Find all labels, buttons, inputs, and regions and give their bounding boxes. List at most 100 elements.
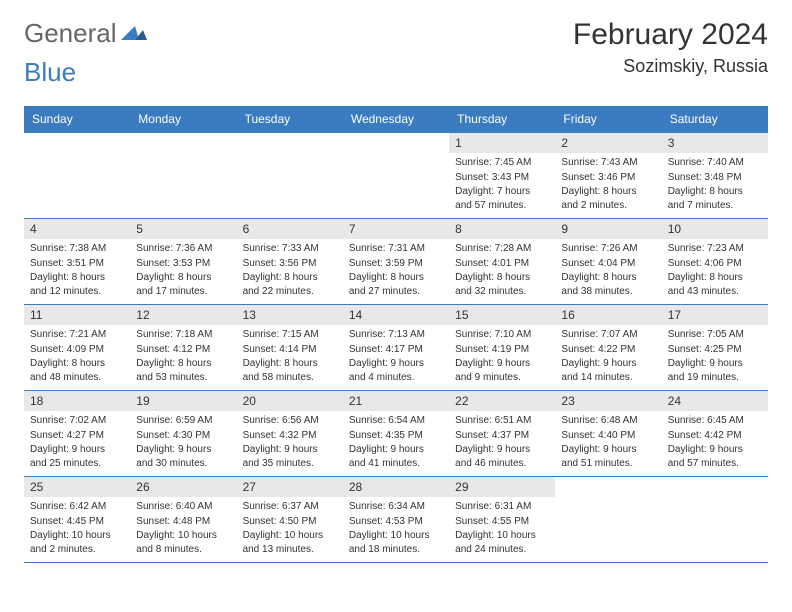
day-info: Sunrise: 6:51 AMSunset: 4:37 PMDaylight:…: [449, 411, 555, 476]
sunrise-line: Sunrise: 6:37 AM: [243, 500, 337, 514]
day-info: Sunrise: 7:02 AMSunset: 4:27 PMDaylight:…: [24, 411, 130, 476]
dow-cell: Monday: [130, 106, 236, 132]
day-cell: 25Sunrise: 6:42 AMSunset: 4:45 PMDayligh…: [24, 477, 130, 562]
sunrise-line: Sunrise: 7:36 AM: [136, 242, 230, 256]
day-number: 12: [130, 305, 236, 325]
day-number: 2: [555, 133, 661, 153]
sunrise-line: Sunrise: 7:26 AM: [561, 242, 655, 256]
day-info: Sunrise: 7:26 AMSunset: 4:04 PMDaylight:…: [555, 239, 661, 304]
daylight-line: Daylight: 10 hours and 8 minutes.: [136, 529, 230, 556]
sunrise-line: Sunrise: 6:51 AM: [455, 414, 549, 428]
sunrise-line: Sunrise: 7:07 AM: [561, 328, 655, 342]
daylight-line: Daylight: 8 hours and 22 minutes.: [243, 271, 337, 298]
day-info: Sunrise: 7:33 AMSunset: 3:56 PMDaylight:…: [237, 239, 343, 304]
day-number: 7: [343, 219, 449, 239]
day-info: Sunrise: 7:28 AMSunset: 4:01 PMDaylight:…: [449, 239, 555, 304]
day-number: 25: [24, 477, 130, 497]
sunrise-line: Sunrise: 7:33 AM: [243, 242, 337, 256]
empty-day: [24, 133, 130, 153]
day-number: 18: [24, 391, 130, 411]
daylight-line: Daylight: 9 hours and 25 minutes.: [30, 443, 124, 470]
day-cell: 27Sunrise: 6:37 AMSunset: 4:50 PMDayligh…: [237, 477, 343, 562]
sunset-line: Sunset: 3:53 PM: [136, 257, 230, 271]
sunset-line: Sunset: 4:42 PM: [668, 429, 762, 443]
sunset-line: Sunset: 4:35 PM: [349, 429, 443, 443]
sunset-line: Sunset: 4:19 PM: [455, 343, 549, 357]
daylight-line: Daylight: 8 hours and 7 minutes.: [668, 185, 762, 212]
day-number: 3: [662, 133, 768, 153]
daylight-line: Daylight: 9 hours and 4 minutes.: [349, 357, 443, 384]
day-info: Sunrise: 7:13 AMSunset: 4:17 PMDaylight:…: [343, 325, 449, 390]
logo-icon: [121, 18, 147, 49]
sunset-line: Sunset: 3:56 PM: [243, 257, 337, 271]
daylight-line: Daylight: 9 hours and 19 minutes.: [668, 357, 762, 384]
daylight-line: Daylight: 9 hours and 51 minutes.: [561, 443, 655, 470]
day-info: Sunrise: 7:43 AMSunset: 3:46 PMDaylight:…: [555, 153, 661, 218]
day-number: 4: [24, 219, 130, 239]
day-cell: 21Sunrise: 6:54 AMSunset: 4:35 PMDayligh…: [343, 391, 449, 476]
sunset-line: Sunset: 4:30 PM: [136, 429, 230, 443]
sunrise-line: Sunrise: 7:45 AM: [455, 156, 549, 170]
daylight-line: Daylight: 9 hours and 14 minutes.: [561, 357, 655, 384]
daylight-line: Daylight: 10 hours and 18 minutes.: [349, 529, 443, 556]
daylight-line: Daylight: 8 hours and 43 minutes.: [668, 271, 762, 298]
sunset-line: Sunset: 3:43 PM: [455, 171, 549, 185]
title-block: February 2024 Sozimskiy, Russia: [573, 18, 768, 77]
day-cell: 6Sunrise: 7:33 AMSunset: 3:56 PMDaylight…: [237, 219, 343, 304]
sunset-line: Sunset: 4:22 PM: [561, 343, 655, 357]
day-info: Sunrise: 7:45 AMSunset: 3:43 PMDaylight:…: [449, 153, 555, 218]
day-cell: 7Sunrise: 7:31 AMSunset: 3:59 PMDaylight…: [343, 219, 449, 304]
daylight-line: Daylight: 9 hours and 46 minutes.: [455, 443, 549, 470]
empty-day: [662, 477, 768, 497]
dow-cell: Saturday: [662, 106, 768, 132]
sunset-line: Sunset: 4:55 PM: [455, 515, 549, 529]
sunrise-line: Sunrise: 7:40 AM: [668, 156, 762, 170]
sunset-line: Sunset: 4:06 PM: [668, 257, 762, 271]
day-cell: 11Sunrise: 7:21 AMSunset: 4:09 PMDayligh…: [24, 305, 130, 390]
dow-cell: Sunday: [24, 106, 130, 132]
day-number: 20: [237, 391, 343, 411]
week-row: 1Sunrise: 7:45 AMSunset: 3:43 PMDaylight…: [24, 132, 768, 218]
day-number: 27: [237, 477, 343, 497]
sunset-line: Sunset: 3:46 PM: [561, 171, 655, 185]
day-number: 1: [449, 133, 555, 153]
sunrise-line: Sunrise: 7:28 AM: [455, 242, 549, 256]
day-cell: 22Sunrise: 6:51 AMSunset: 4:37 PMDayligh…: [449, 391, 555, 476]
day-number: 6: [237, 219, 343, 239]
sunrise-line: Sunrise: 7:15 AM: [243, 328, 337, 342]
daylight-line: Daylight: 9 hours and 35 minutes.: [243, 443, 337, 470]
day-number: 19: [130, 391, 236, 411]
daylight-line: Daylight: 8 hours and 2 minutes.: [561, 185, 655, 212]
daylight-line: Daylight: 8 hours and 17 minutes.: [136, 271, 230, 298]
day-info: Sunrise: 6:59 AMSunset: 4:30 PMDaylight:…: [130, 411, 236, 476]
day-info: Sunrise: 7:18 AMSunset: 4:12 PMDaylight:…: [130, 325, 236, 390]
day-cell: 18Sunrise: 7:02 AMSunset: 4:27 PMDayligh…: [24, 391, 130, 476]
dow-cell: Friday: [555, 106, 661, 132]
daylight-line: Daylight: 9 hours and 30 minutes.: [136, 443, 230, 470]
dow-cell: Wednesday: [343, 106, 449, 132]
sunset-line: Sunset: 3:48 PM: [668, 171, 762, 185]
day-info: Sunrise: 6:31 AMSunset: 4:55 PMDaylight:…: [449, 497, 555, 562]
empty-day: [555, 477, 661, 497]
sunrise-line: Sunrise: 7:43 AM: [561, 156, 655, 170]
day-info: Sunrise: 6:40 AMSunset: 4:48 PMDaylight:…: [130, 497, 236, 562]
day-cell: 10Sunrise: 7:23 AMSunset: 4:06 PMDayligh…: [662, 219, 768, 304]
day-info: Sunrise: 6:56 AMSunset: 4:32 PMDaylight:…: [237, 411, 343, 476]
day-number: 11: [24, 305, 130, 325]
daylight-line: Daylight: 10 hours and 2 minutes.: [30, 529, 124, 556]
day-cell: [662, 477, 768, 562]
day-cell: [555, 477, 661, 562]
day-of-week-header: SundayMondayTuesdayWednesdayThursdayFrid…: [24, 106, 768, 132]
sunrise-line: Sunrise: 6:45 AM: [668, 414, 762, 428]
day-cell: 26Sunrise: 6:40 AMSunset: 4:48 PMDayligh…: [130, 477, 236, 562]
day-info: Sunrise: 7:15 AMSunset: 4:14 PMDaylight:…: [237, 325, 343, 390]
location: Sozimskiy, Russia: [573, 56, 768, 77]
day-cell: 29Sunrise: 6:31 AMSunset: 4:55 PMDayligh…: [449, 477, 555, 562]
calendar: SundayMondayTuesdayWednesdayThursdayFrid…: [24, 106, 768, 563]
day-number: 21: [343, 391, 449, 411]
day-info: Sunrise: 7:10 AMSunset: 4:19 PMDaylight:…: [449, 325, 555, 390]
sunrise-line: Sunrise: 6:59 AM: [136, 414, 230, 428]
sunrise-line: Sunrise: 7:05 AM: [668, 328, 762, 342]
daylight-line: Daylight: 9 hours and 57 minutes.: [668, 443, 762, 470]
sunrise-line: Sunrise: 6:31 AM: [455, 500, 549, 514]
